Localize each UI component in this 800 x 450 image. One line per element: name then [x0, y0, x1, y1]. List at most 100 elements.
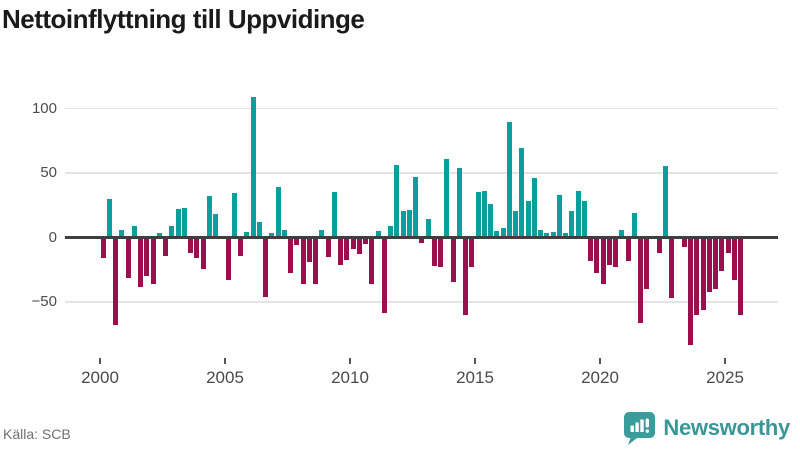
bar-2000-q3: [113, 239, 119, 326]
x-axis-tick: [349, 358, 351, 364]
bar-2013-q2: [431, 239, 437, 267]
bar-2017-q2: [531, 177, 537, 236]
bar-2018-q1: [550, 232, 556, 236]
bar-2024-q1: [700, 239, 706, 310]
bar-2003-q3: [188, 239, 194, 254]
bar-2017-q3: [538, 229, 544, 236]
bar-2015-q3: [488, 203, 494, 236]
bar-2025-q1: [725, 239, 731, 254]
bar-2003-q2: [181, 207, 187, 236]
bar-2023-q2: [681, 239, 687, 247]
bar-2000-q1: [100, 239, 106, 259]
bar-2021-q3: [638, 239, 644, 323]
bar-2011-q1: [375, 230, 381, 236]
bar-2024-q3: [713, 239, 719, 290]
y-axis-tick-label: 100: [31, 99, 57, 117]
x-axis-tick-label: 2010: [331, 368, 369, 387]
bar-2014-q2: [456, 167, 462, 236]
bar-2012-q4: [419, 239, 425, 243]
bar-2010-q1: [350, 239, 356, 250]
bar-2008-q4: [319, 229, 325, 236]
bar-2018-q3: [563, 233, 569, 236]
bar-2021-q1: [625, 239, 631, 261]
bar-2010-q2: [356, 239, 362, 255]
gridline-y50: [65, 172, 778, 174]
bar-2008-q2: [306, 239, 312, 263]
bar-2010-q4: [369, 239, 375, 285]
bar-2007-q2: [281, 229, 287, 236]
bar-2012-q1: [400, 211, 406, 236]
bar-2014-q1: [450, 239, 456, 282]
bar-2025-q3: [738, 239, 744, 316]
bar-2017-q1: [525, 201, 531, 236]
bar-2021-q4: [644, 239, 650, 290]
bar-2009-q4: [344, 239, 350, 260]
bar-2008-q3: [313, 239, 319, 285]
bar-2016-q2: [506, 122, 512, 236]
bar-2024-q4: [719, 239, 725, 272]
bar-2008-q1: [300, 239, 306, 285]
bar-2002-q2: [156, 233, 162, 236]
x-axis-tick-label: 2020: [581, 368, 619, 387]
bar-2014-q4: [469, 239, 475, 268]
bar-2002-q4: [169, 225, 175, 236]
bar-2019-q4: [594, 239, 600, 273]
bar-2016-q1: [500, 228, 506, 236]
bar-2018-q2: [556, 194, 562, 236]
x-axis-tick: [724, 358, 726, 364]
bar-2005-q1: [225, 239, 231, 281]
bar-2009-q2: [331, 192, 337, 236]
bar-2013-q1: [425, 219, 431, 236]
x-axis-tick: [474, 358, 476, 364]
bar-2006-q1: [250, 96, 256, 236]
bar-2023-q4: [694, 239, 700, 316]
bar-2013-q4: [444, 158, 450, 236]
bar-2004-q3: [213, 214, 219, 236]
bar-2020-q2: [606, 239, 612, 265]
bar-2022-q3: [663, 166, 669, 236]
bar-2017-q4: [544, 233, 550, 236]
bar-2024-q2: [706, 239, 712, 292]
bar-2006-q4: [269, 233, 275, 236]
newsworthy-logo: Newsworthy: [623, 411, 790, 445]
bar-2021-q2: [631, 212, 637, 236]
bar-2019-q2: [581, 201, 587, 236]
bar-2007-q4: [294, 239, 300, 246]
x-axis-tick: [599, 358, 601, 364]
y-axis-tick-label: −50: [31, 293, 57, 310]
x-axis-tick-label: 2000: [81, 368, 119, 387]
bar-2025-q2: [731, 239, 737, 281]
bar-2000-q2: [106, 198, 112, 236]
bar-2003-q1: [175, 208, 181, 236]
bar-2001-q3: [138, 239, 144, 287]
bar-2006-q3: [263, 239, 269, 298]
bar-2007-q3: [288, 239, 294, 273]
bar-2004-q2: [206, 196, 212, 236]
bar-2005-q4: [244, 232, 250, 236]
newsworthy-logo-text: Newsworthy: [663, 415, 790, 440]
bar-2011-q3: [388, 225, 394, 236]
bar-2022-q4: [669, 239, 675, 299]
x-axis-tick-label: 2015: [456, 368, 494, 387]
x-axis-tick: [99, 358, 101, 364]
bar-2003-q4: [194, 239, 200, 259]
chart-title: Nettoinflyttning till Uppvidinge: [2, 4, 365, 34]
bar-2009-q1: [325, 239, 331, 258]
bar-2006-q2: [256, 221, 262, 236]
bar-2011-q2: [381, 239, 387, 313]
bar-2016-q4: [519, 148, 525, 236]
x-axis-tick: [224, 358, 226, 364]
bar-2011-q4: [394, 165, 400, 236]
gridline-y-50: [65, 301, 778, 303]
bar-2023-q3: [688, 239, 694, 345]
bar-2018-q4: [569, 211, 575, 236]
bar-2014-q3: [463, 239, 469, 316]
bar-2001-q4: [144, 239, 150, 277]
bar-2020-q1: [600, 239, 606, 285]
bar-2005-q2: [231, 193, 237, 236]
x-axis-tick-label: 2005: [206, 368, 244, 387]
bar-2005-q3: [238, 239, 244, 256]
zero-axis-line: [65, 236, 778, 239]
bar-2002-q1: [150, 239, 156, 285]
